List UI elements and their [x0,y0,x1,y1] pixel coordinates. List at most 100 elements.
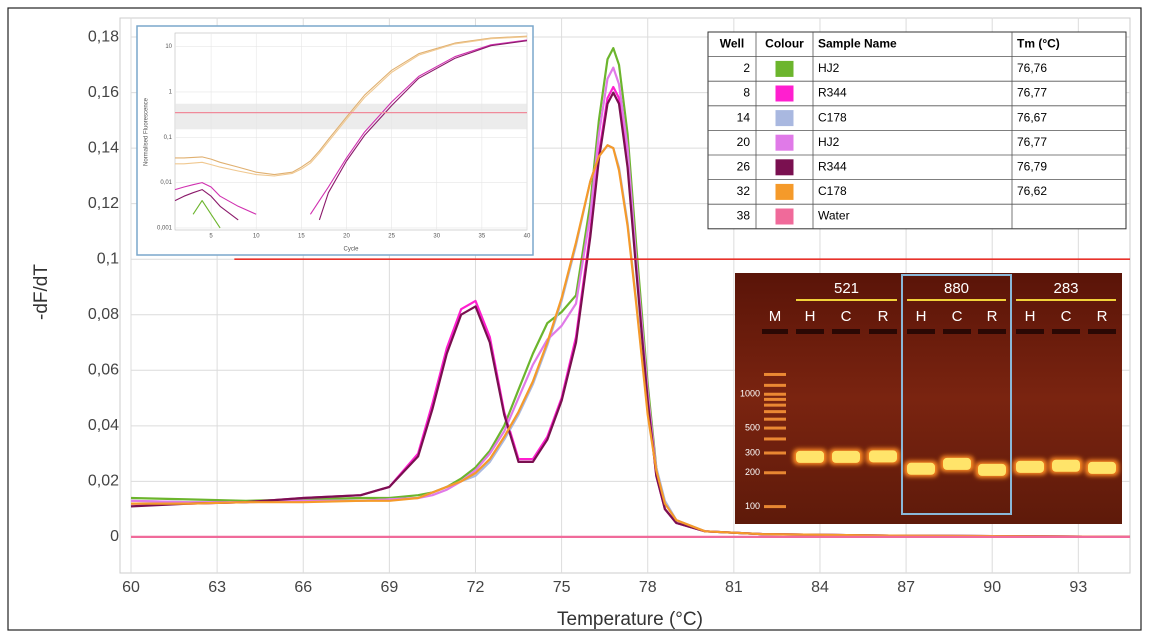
x-tick-label: 40 [524,234,531,240]
ladder-label: 200 [745,467,760,477]
gel-band [943,457,971,470]
y-tick-label: 0 [110,528,119,545]
ladder-band [764,505,786,509]
gel-well [978,329,1006,334]
x-tick-label: 69 [380,579,398,596]
ladder-band [764,410,786,414]
table-header: Sample Name [818,36,897,50]
gel-lane-label: C [952,308,963,325]
series-line [192,200,221,229]
gel-lane-label: M [769,308,782,325]
gel-lane-label: C [1061,308,1072,325]
ladder-label: 500 [745,422,760,432]
y-tick-label: 0,1 [97,250,119,267]
ladder-label: 1000 [740,389,760,399]
x-tick-label: 10 [253,234,260,240]
y-tick-label: 0,12 [88,195,119,212]
gel-background [735,273,1122,524]
x-tick-label: 15 [298,234,305,240]
table-tm: 76,76 [1017,61,1047,75]
x-tick-label: 30 [433,234,440,240]
ladder-band [764,392,786,396]
gel-band [1088,461,1116,474]
y-tick-label: 0,001 [157,226,173,232]
y-tick-label: 10 [165,44,172,50]
inset-plot-frame [174,32,528,231]
y-tick-label: 0,02 [88,473,119,490]
gel-well [1016,329,1044,334]
x-tick-label: 66 [294,579,312,596]
ladder-band [764,471,786,475]
gel-well [943,329,971,334]
table-well: 8 [743,86,750,100]
table-header: Well [720,36,744,50]
ladder-band [764,383,786,387]
gel-band [1016,460,1044,473]
table-well: 14 [737,110,751,124]
x-tick-label: 81 [725,579,743,596]
gel-lane-label: R [987,308,998,325]
y-tick-label: 0,16 [88,84,119,101]
y-tick-label: 0,1 [164,135,173,141]
x-tick-label: 87 [897,579,915,596]
ladder-band [764,397,786,401]
gel-lane-label: H [1025,308,1036,325]
table-tm: 76,62 [1017,184,1047,198]
ladder-band [764,426,786,430]
ladder-band [764,403,786,407]
x-tick-label: 75 [553,579,571,596]
x-tick-label: 90 [983,579,1001,596]
gel-lane-label: R [878,308,889,325]
gel-well [762,329,788,334]
table-sample: Water [818,209,850,223]
x-axis-label: Temperature (°C) [557,609,703,630]
table-well: 38 [737,209,751,223]
ladder-band [764,451,786,455]
table-sample: HJ2 [818,61,840,75]
series-line [130,91,1131,538]
series-line [175,36,528,177]
table-tm: 76,77 [1017,135,1047,149]
gel-group-label: 283 [1053,280,1078,297]
gel-well [1052,329,1080,334]
table-well: 2 [743,61,750,75]
gel-band [796,450,824,463]
gel-highlight [901,274,1012,515]
x-tick-label: 60 [122,579,140,596]
table-well: 26 [737,159,751,173]
x-tick-label: 20 [343,234,350,240]
colour-swatch [775,159,794,176]
gel-band [832,450,860,463]
table-tm: 76,79 [1017,159,1047,173]
gel-band [1052,459,1080,472]
gel-well [869,329,897,334]
colour-swatch [775,110,794,127]
colour-swatch [775,85,794,102]
x-tick-label: 93 [1069,579,1087,596]
gel-lane-label: H [916,308,927,325]
gel-lane-label: C [841,308,852,325]
threshold-band [175,103,527,130]
y-axis-label: -dF/dT [31,264,52,320]
table-sample: R344 [818,159,847,173]
y-tick-label: 0,06 [88,361,119,378]
inset-y-label: Normalised Fluorescence [144,97,150,166]
ladder-label: 300 [745,447,760,457]
gel-well [907,329,935,334]
y-tick-label: 0,08 [88,306,119,323]
gel-lane-label: R [1097,308,1108,325]
table-well: 20 [737,135,751,149]
x-tick-label: 78 [639,579,657,596]
x-tick-label: 25 [388,234,395,240]
series-line [175,35,528,176]
gel-band [907,462,935,475]
ladder-label: 100 [745,501,760,511]
table-sample: C178 [818,184,847,198]
y-tick-label: 0,04 [88,417,119,434]
gel-group-label: 521 [834,280,859,297]
ladder-band [764,437,786,441]
series-line [174,40,528,221]
table-sample: HJ2 [818,135,840,149]
table-sample: R344 [818,86,847,100]
gel-band [978,463,1006,476]
